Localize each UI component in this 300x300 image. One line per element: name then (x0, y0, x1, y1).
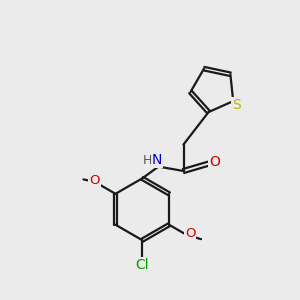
Text: O: O (210, 155, 220, 169)
Text: H: H (142, 154, 152, 166)
Text: N: N (152, 153, 162, 167)
Text: O: O (185, 227, 195, 240)
Text: O: O (89, 174, 100, 187)
Text: Cl: Cl (136, 258, 149, 272)
Text: S: S (232, 98, 241, 112)
